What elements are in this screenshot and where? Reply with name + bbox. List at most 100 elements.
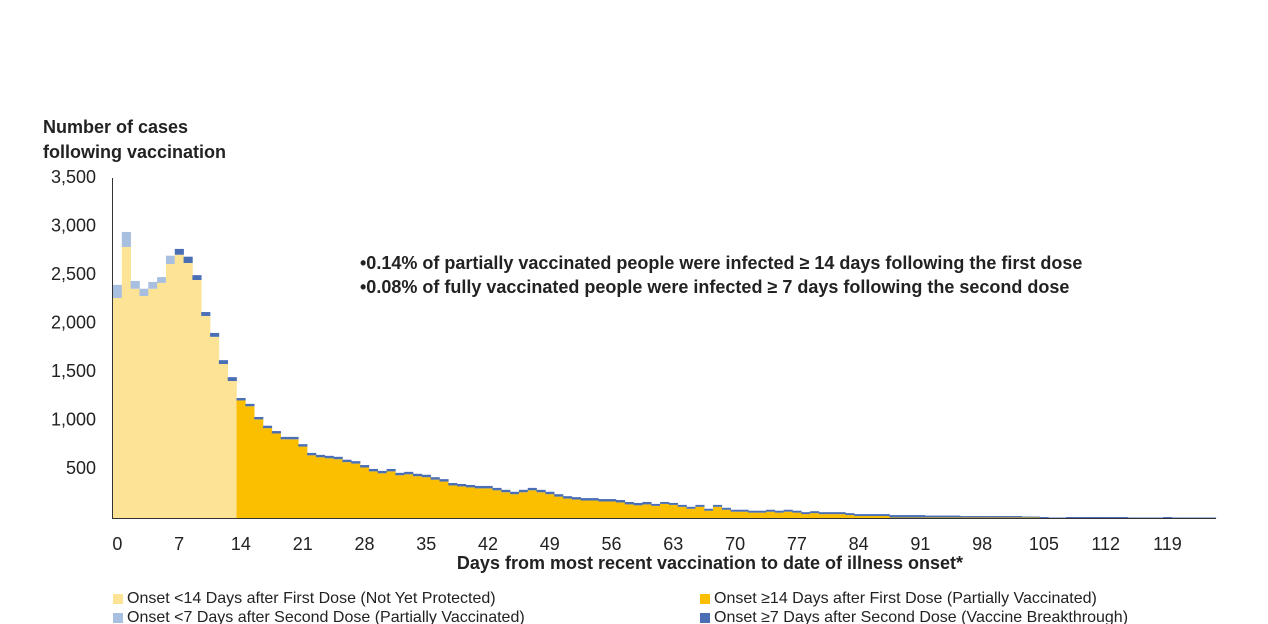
bar-segment <box>130 288 140 518</box>
bar-segment <box>139 296 149 518</box>
bar-segment <box>342 462 352 518</box>
bar-segment <box>704 508 714 511</box>
x-tick-label: 112 <box>1091 534 1120 554</box>
bar-segment <box>421 474 431 478</box>
bar-segment <box>130 280 140 289</box>
bar-segment <box>880 514 890 517</box>
bar-segment <box>871 516 881 518</box>
bar-segment <box>792 510 802 513</box>
bar-segment <box>113 297 123 518</box>
bar-segment <box>642 504 652 518</box>
x-tick-label: 56 <box>602 534 622 554</box>
x-tick-label: 28 <box>354 534 374 554</box>
bar-segment <box>580 500 590 518</box>
legend-label: Onset <14 Days after First Dose (Not Yet… <box>127 590 496 607</box>
bar-segment <box>245 406 255 518</box>
bar-segment <box>165 255 176 264</box>
bar-segment <box>1004 516 1014 518</box>
bar-segment <box>386 468 396 472</box>
bar-segment <box>377 473 387 518</box>
bar-segment <box>739 509 749 512</box>
bar-segment <box>430 479 440 518</box>
bar-segment <box>589 498 599 501</box>
bar-segment <box>1101 517 1111 518</box>
bar-segment <box>139 288 149 297</box>
bar-segment <box>704 510 714 518</box>
bar-segment <box>660 501 670 504</box>
y-tick-label: 1,000 <box>51 410 96 430</box>
bar-segment <box>827 512 837 515</box>
bar-segment <box>360 465 370 468</box>
x-tick-label: 42 <box>478 534 498 554</box>
x-tick-label: 119 <box>1153 534 1182 554</box>
bar-segment <box>439 481 449 518</box>
bar-segment <box>360 467 370 518</box>
legend-swatch <box>113 594 123 604</box>
x-tick-label: 70 <box>725 534 745 554</box>
y-axis-label: Number of cases <box>43 117 188 137</box>
bar-segment <box>668 502 679 505</box>
bar-segment <box>748 510 758 513</box>
bar-segment <box>783 511 793 518</box>
bar-segment <box>889 515 899 518</box>
bar-segment <box>439 479 449 482</box>
bar-segment <box>854 516 864 518</box>
bar-segment <box>651 503 661 506</box>
bar-segment <box>315 457 326 518</box>
bar-segment <box>368 468 379 472</box>
bar-segment <box>298 446 308 518</box>
bar-segment <box>1030 516 1040 518</box>
bar-segment <box>818 514 829 518</box>
bar-segment <box>1083 517 1093 518</box>
bar-segment <box>254 416 264 420</box>
bar-segment <box>218 364 229 518</box>
bar-segment <box>633 502 643 506</box>
bar-segment <box>501 489 511 493</box>
bar-segment <box>845 513 855 516</box>
bar-segment <box>263 428 273 518</box>
legend-label: Onset ≥14 Days after First Dose (Partial… <box>714 590 1097 607</box>
bar-segment <box>227 377 237 382</box>
bar-segment <box>174 248 184 255</box>
bar-segment <box>254 419 264 518</box>
bar-segment <box>986 516 996 518</box>
bar-segment <box>695 504 705 507</box>
bar-segment <box>1013 516 1023 518</box>
x-tick-label: 91 <box>910 534 930 554</box>
bar-segment <box>510 494 520 518</box>
bar-segment <box>157 282 167 518</box>
bar-segment <box>333 459 343 518</box>
bar-segment <box>571 497 581 500</box>
bar-segment <box>527 490 537 518</box>
bar-segment <box>871 514 881 517</box>
bar-segment <box>951 515 961 518</box>
bar-segment <box>227 381 237 518</box>
bar-segment <box>907 515 917 518</box>
bar-segment <box>413 476 423 518</box>
bar-segment <box>1092 517 1102 518</box>
bar-segment <box>210 336 220 518</box>
bar-segment <box>404 471 414 475</box>
x-tick-label: 77 <box>787 534 807 554</box>
bar-segment <box>201 312 211 316</box>
bar-segment <box>721 509 731 518</box>
bar-segment <box>942 515 952 518</box>
bar-segment <box>642 501 652 505</box>
bar-segment <box>765 509 776 512</box>
bar-segment <box>413 473 423 477</box>
bar-segment <box>465 484 476 488</box>
bar-segment <box>368 471 379 518</box>
bar-segment <box>536 492 546 518</box>
bar-segment <box>404 474 414 518</box>
bar-segment <box>836 512 846 515</box>
bar-segment <box>518 489 529 493</box>
bar-segment <box>545 491 555 495</box>
bar-segment <box>351 461 361 464</box>
bar-segment <box>774 510 784 513</box>
bar-segment <box>615 500 626 503</box>
bar-segment <box>845 515 855 518</box>
bar-segment <box>236 400 246 518</box>
bar-segment <box>324 458 334 518</box>
bar-segment <box>668 504 679 518</box>
bar-segment <box>977 516 987 518</box>
